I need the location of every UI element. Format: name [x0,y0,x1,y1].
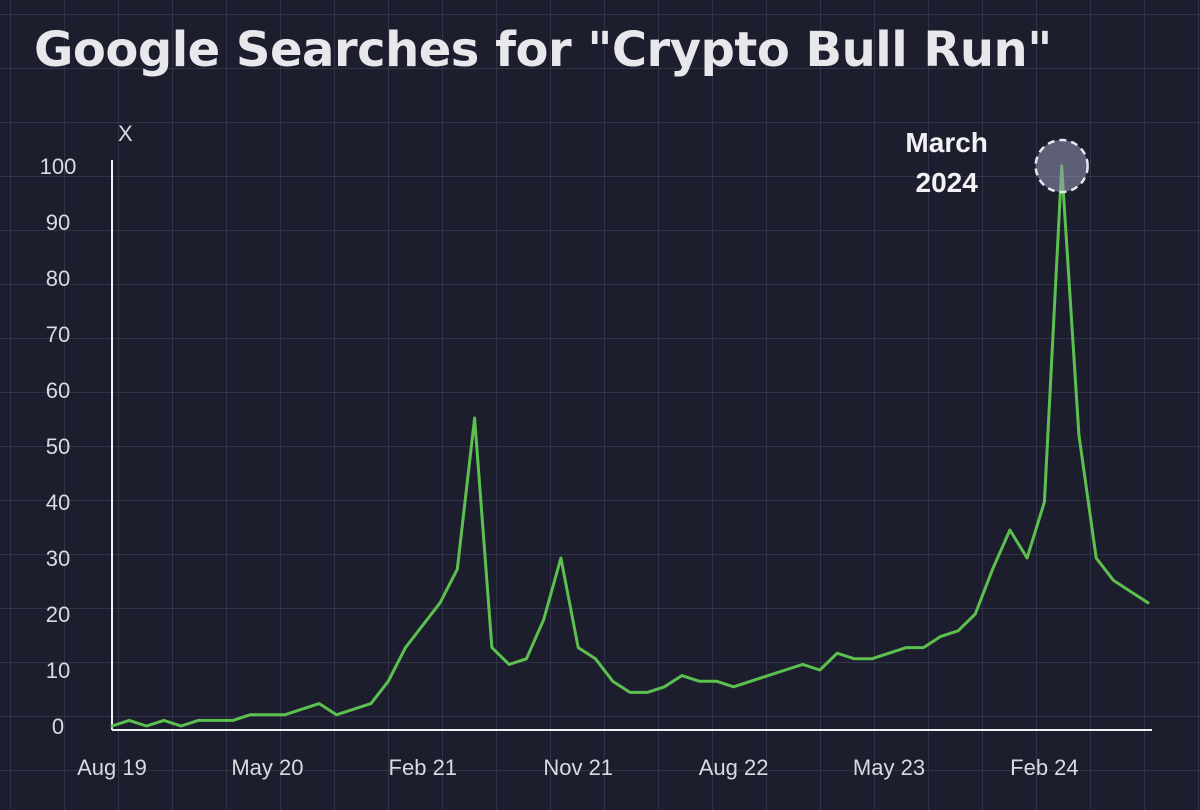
chart-title: Google Searches for "Crypto Bull Run" [34,22,1052,78]
x-tick-label: May 20 [231,755,303,780]
x-tick-label: Feb 24 [1010,755,1079,780]
x-tick-label: Nov 21 [543,755,613,780]
y-tick-label: 0 [52,714,64,739]
peak-highlight-circle [1034,138,1089,194]
x-tick-label: Feb 21 [389,755,458,780]
x-tick-labels: Aug 19 May 20 Feb 21 Nov 21 Aug 22 May 23 Feb … [77,755,1079,780]
y-tick-label: 70 [46,322,70,347]
y-axis-label: X [118,121,133,146]
y-tick-label: 40 [46,490,70,515]
peak-annotation-line-2: 2024 [916,167,979,198]
y-tick-label: 90 [46,210,70,235]
x-tick-label: Aug 22 [699,755,769,780]
y-tick-label: 100 [40,154,77,179]
y-tick-label: 20 [46,602,70,627]
y-tick-labels: 0 10 20 30 40 50 60 70 80 90 100 [40,154,77,739]
y-tick-label: 80 [46,266,70,291]
x-tick-label: Aug 19 [77,755,147,780]
y-tick-label: 30 [46,546,70,571]
peak-annotation-line-1: March [905,127,987,158]
x-tick-label: May 23 [853,755,925,780]
y-tick-label: 50 [46,434,70,459]
y-tick-label: 60 [46,378,70,403]
series-line [110,164,1150,728]
y-tick-label: 10 [46,658,70,683]
